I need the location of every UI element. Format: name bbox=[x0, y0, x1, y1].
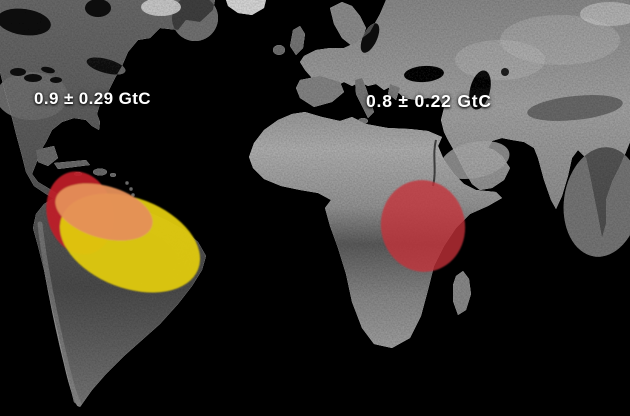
hispaniola-island bbox=[93, 168, 107, 176]
foxe-basin bbox=[85, 0, 111, 17]
southeast-asia-dark-region bbox=[563, 147, 630, 257]
andes-mountains-highlight bbox=[37, 221, 82, 407]
antilles-island-3 bbox=[131, 193, 135, 197]
madagascar-island bbox=[453, 271, 471, 315]
caspian-sea bbox=[469, 70, 491, 110]
baltic-sea bbox=[360, 23, 380, 53]
black-sea bbox=[404, 65, 444, 83]
great-britain-island bbox=[290, 26, 305, 55]
flux-label-africa: 0.8 ± 0.22 GtC bbox=[366, 91, 492, 111]
greenland-landmass bbox=[226, 0, 266, 15]
ireland-island bbox=[273, 45, 285, 55]
iberian-peninsula bbox=[296, 76, 344, 107]
cuba-island bbox=[54, 160, 90, 169]
antilles-island-2 bbox=[129, 187, 133, 191]
nile-river bbox=[432, 139, 437, 187]
himalaya-tibet-dark-band bbox=[527, 95, 623, 121]
italy-peninsula bbox=[355, 78, 374, 118]
puerto-rico-island bbox=[110, 173, 116, 177]
great-lake-1 bbox=[10, 68, 26, 76]
great-lake-4 bbox=[50, 77, 62, 83]
scandinavia-landmass bbox=[330, 2, 366, 46]
great-lake-3 bbox=[41, 66, 55, 74]
antilles-island-1 bbox=[125, 181, 129, 185]
northeast-asia-snow-patch bbox=[580, 2, 630, 26]
south-america-ellipse-orange bbox=[55, 183, 153, 241]
landmasses bbox=[0, 0, 630, 407]
greece-peninsula bbox=[388, 84, 400, 100]
flux-uncertainty-ellipses bbox=[46, 171, 466, 293]
africa-ellipse-red bbox=[380, 180, 466, 272]
gulf-of-st-lawrence bbox=[86, 57, 126, 75]
central-asia-bright-region bbox=[455, 40, 545, 80]
arctic-snow-patch bbox=[141, 0, 181, 16]
northeast-canada-dark-region bbox=[172, 0, 218, 41]
north-america-landmass bbox=[0, 0, 215, 201]
aral-sea bbox=[501, 68, 509, 76]
yucatan-peninsula bbox=[36, 146, 58, 166]
great-lake-2 bbox=[24, 74, 42, 82]
flux-label-south-america: 0.9 ± 0.29 GtC bbox=[34, 89, 151, 108]
arabia-desert-bright-region bbox=[440, 140, 510, 180]
hudson-bay bbox=[0, 8, 51, 36]
central-us-bright-region bbox=[0, 72, 68, 120]
africa-landmass bbox=[249, 112, 502, 348]
